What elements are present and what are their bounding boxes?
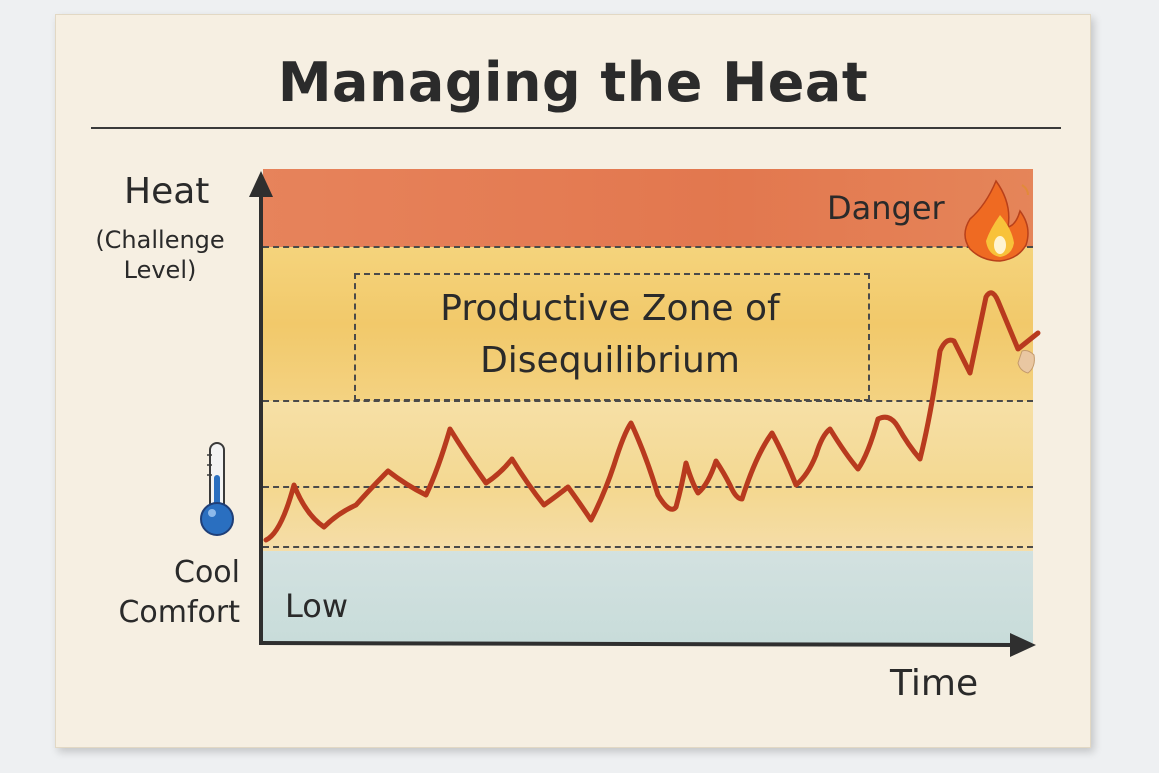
y-axis-subtitle: (Challenge Level) — [90, 225, 230, 285]
axes — [249, 171, 1036, 657]
productive-zone-line1: Productive Zone of — [440, 288, 780, 329]
diagram-overlay — [200, 171, 1041, 657]
dashed-line-productive — [263, 400, 1033, 402]
productive-zone-label: Productive Zone of Disequilibrium — [354, 283, 866, 387]
y-axis-title: Heat — [124, 171, 210, 212]
x-axis-arrow — [1010, 633, 1036, 657]
diagram-card: Managing the Heat Productive Zone of Dis… — [55, 14, 1091, 748]
dashed-line-cool — [263, 546, 1033, 548]
y-axis-subtitle-line2: Level) — [123, 256, 197, 284]
y-axis-arrow — [249, 171, 273, 197]
cool-comfort-label: Cool Comfort — [110, 553, 240, 633]
danger-band — [263, 169, 1033, 247]
dashed-line-mid — [263, 486, 1033, 488]
productive-band — [263, 247, 1033, 401]
title-rule — [91, 127, 1061, 129]
heat-line — [263, 290, 1041, 543]
paper-curl-mark — [1017, 350, 1035, 374]
cool-band — [263, 551, 1033, 643]
fire-icon — [964, 179, 1029, 262]
y-axis-subtitle-line1: (Challenge — [95, 226, 225, 254]
x-axis-line — [260, 641, 1017, 647]
thermometer-icon — [200, 442, 234, 536]
cool-label-line1: Cool — [174, 555, 240, 590]
low-label: Low — [285, 587, 349, 625]
productive-zone-line2: Disequilibrium — [480, 340, 740, 381]
danger-label: Danger — [827, 189, 945, 227]
diagram-title: Managing the Heat — [277, 51, 869, 114]
cool-label-line2: Comfort — [118, 595, 240, 630]
dashed-line-danger — [263, 246, 1033, 248]
productive-zone-box — [354, 273, 870, 401]
x-axis-title: Time — [890, 663, 979, 704]
